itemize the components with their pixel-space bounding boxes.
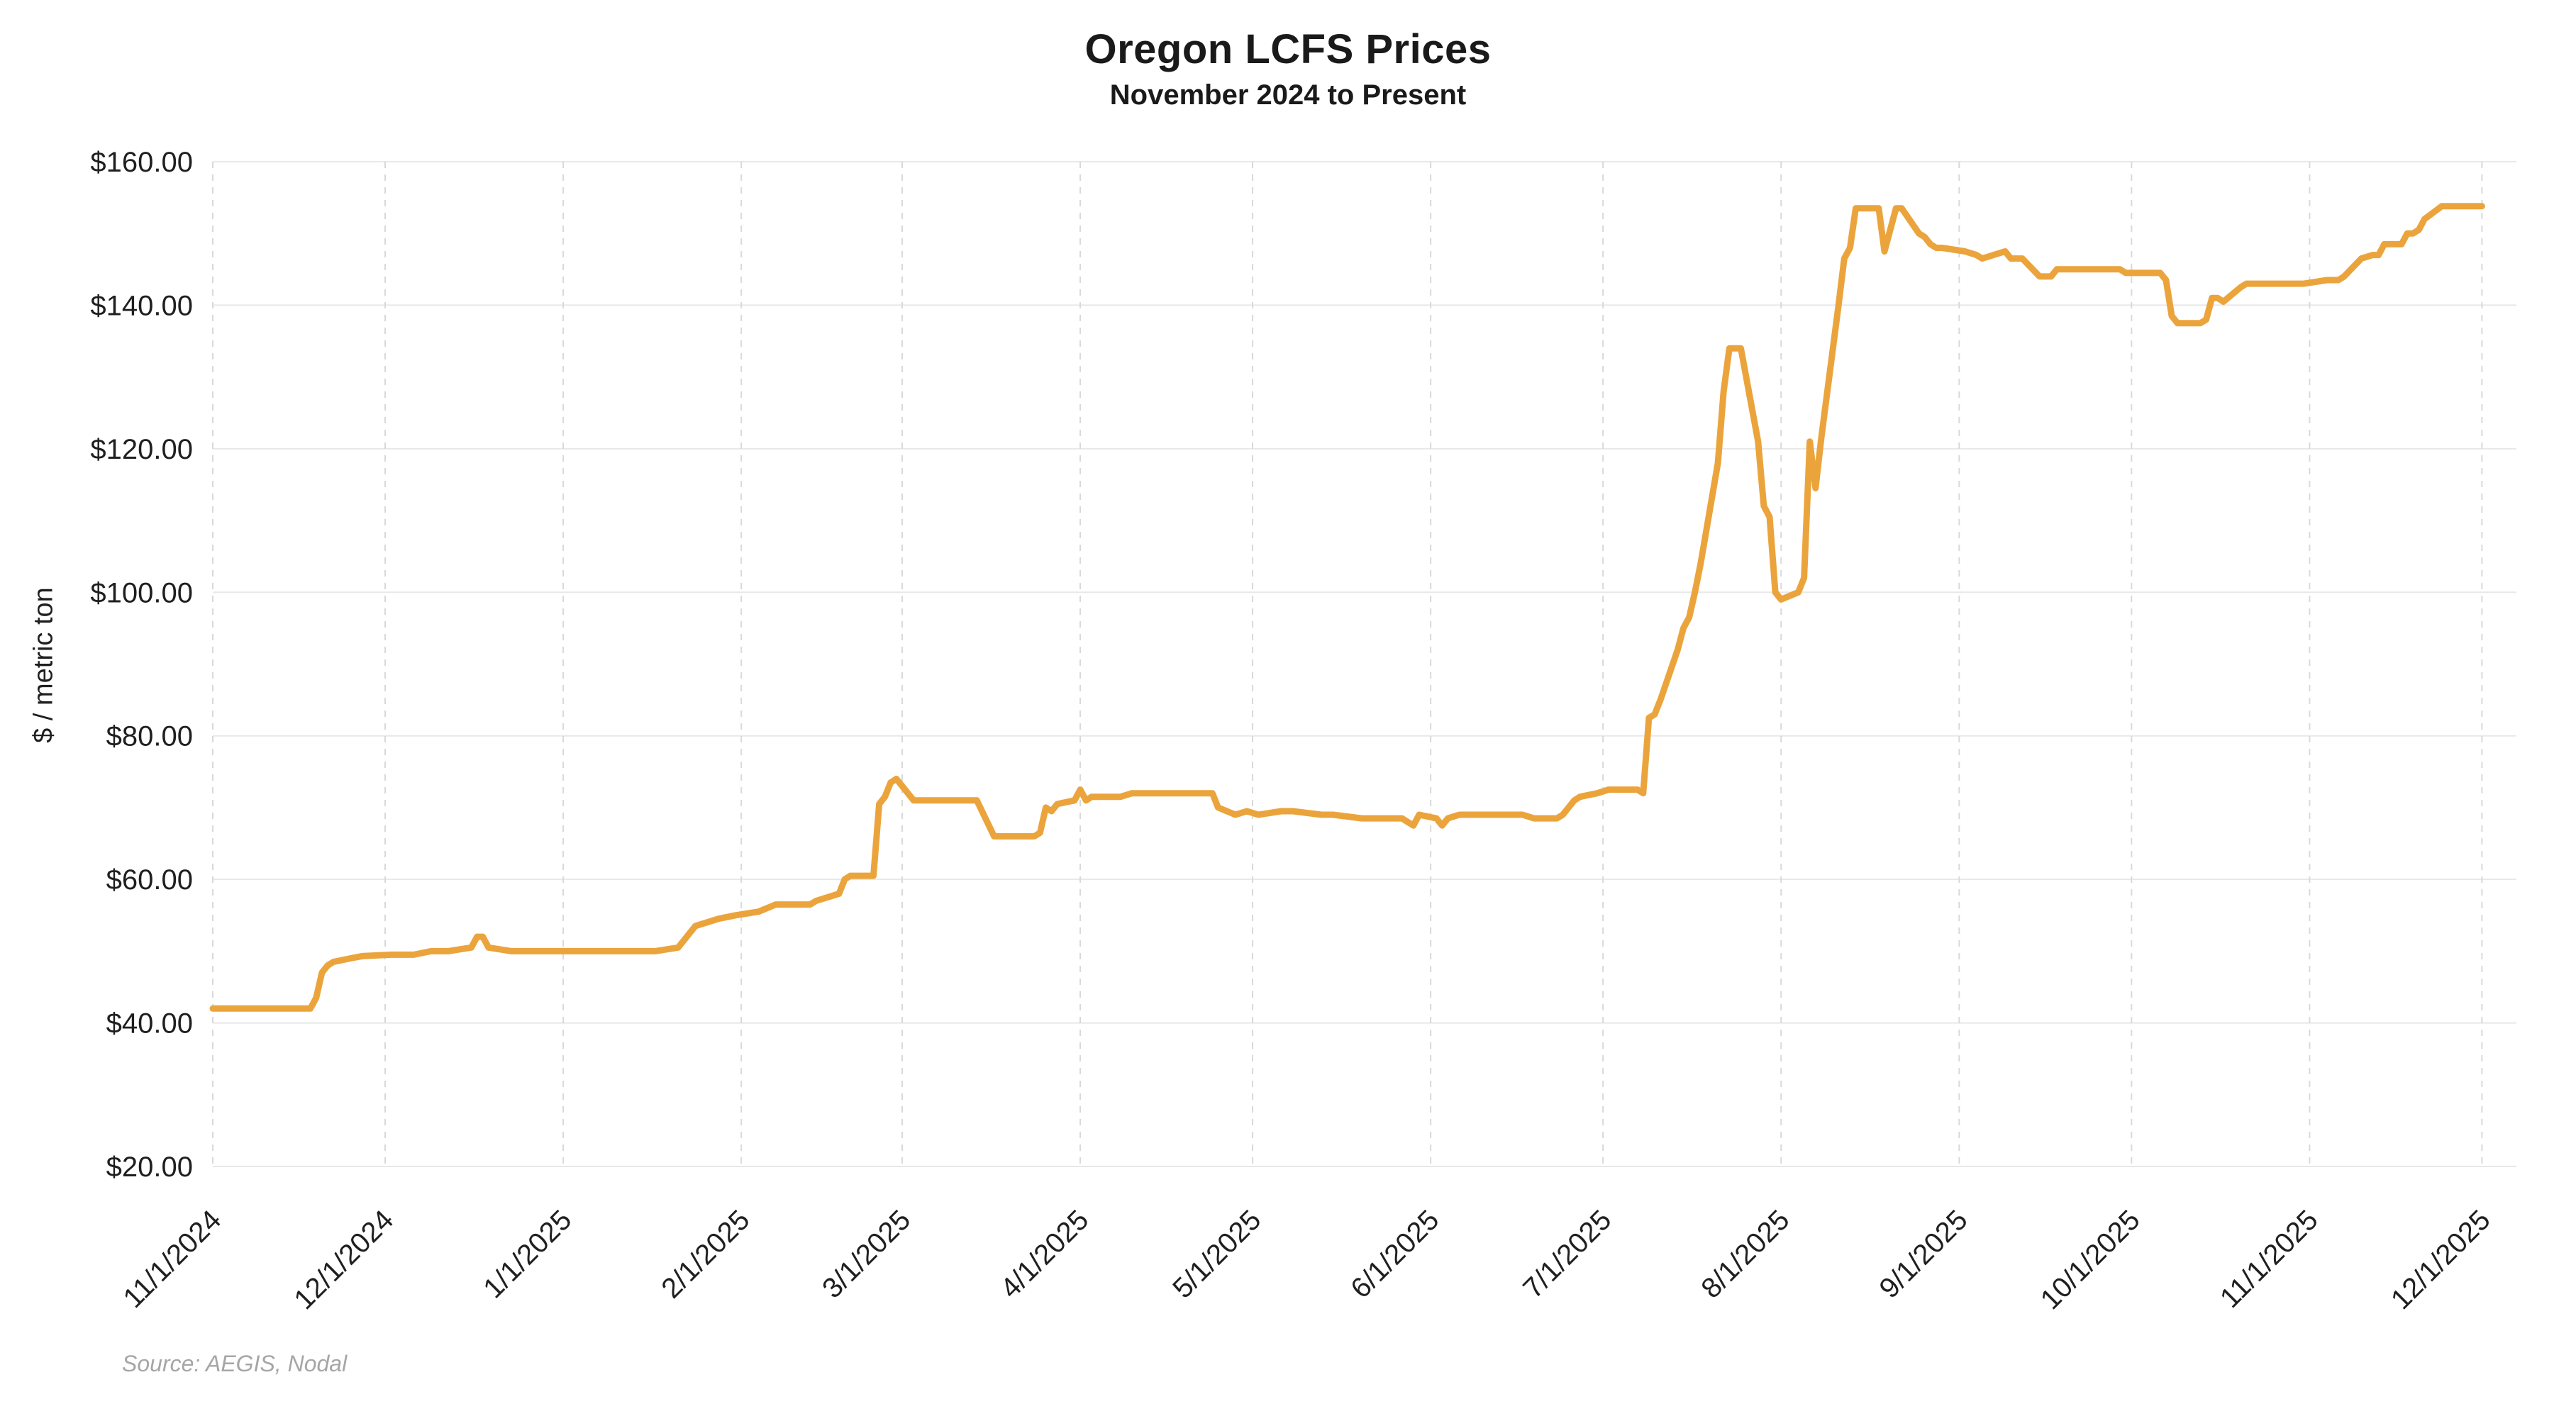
series-line bbox=[209, 203, 2485, 1012]
y-tick-label: $60.00 bbox=[106, 864, 193, 896]
x-tick-labels: 11/1/2024 12/1/2024 1/1/2025 2/1/2025 3/1/20… bbox=[118, 1204, 2497, 1315]
x-tick-label: 12/1/2024 bbox=[288, 1204, 399, 1315]
x-tick-label: 1/1/2025 bbox=[477, 1204, 577, 1304]
x-tick-label: 5/1/2025 bbox=[1167, 1204, 1267, 1304]
y-tick-label: $160.00 bbox=[90, 147, 193, 178]
y-tick-label: $120.00 bbox=[90, 434, 193, 465]
source-note: Source: AEGIS, Nodal bbox=[122, 1351, 348, 1376]
y-tick-label: $100.00 bbox=[90, 577, 193, 608]
y-tick-label: $80.00 bbox=[106, 721, 193, 752]
x-tick-label: 12/1/2025 bbox=[2385, 1204, 2497, 1315]
horizontal-gridlines bbox=[213, 161, 2516, 1167]
x-tick-label: 3/1/2025 bbox=[816, 1204, 916, 1304]
chart-title: Oregon LCFS Prices bbox=[1084, 26, 1492, 72]
x-tick-label: 4/1/2025 bbox=[994, 1204, 1094, 1304]
y-tick-label: $40.00 bbox=[106, 1008, 193, 1040]
x-tick-label: 8/1/2025 bbox=[1695, 1204, 1795, 1304]
x-tick-label: 10/1/2025 bbox=[2035, 1204, 2146, 1315]
x-tick-label: 11/1/2024 bbox=[118, 1204, 228, 1314]
y-tick-label: $140.00 bbox=[90, 290, 193, 321]
x-tick-label: 7/1/2025 bbox=[1517, 1204, 1617, 1304]
y-tick-labels: $20.00 $40.00 $60.00 $80.00 $100.00 $120.00 $1… bbox=[90, 147, 193, 1183]
vertical-gridlines bbox=[212, 162, 2483, 1166]
x-tick-label: 2/1/2025 bbox=[655, 1204, 755, 1304]
price-series bbox=[209, 203, 2485, 1012]
x-tick-label: 11/1/2025 bbox=[2214, 1204, 2324, 1314]
chart-subtitle: November 2024 to Present bbox=[1109, 79, 1467, 111]
y-tick-label: $20.00 bbox=[106, 1152, 193, 1183]
x-tick-label: 9/1/2025 bbox=[1873, 1204, 1973, 1304]
x-tick-label: 6/1/2025 bbox=[1345, 1204, 1445, 1304]
